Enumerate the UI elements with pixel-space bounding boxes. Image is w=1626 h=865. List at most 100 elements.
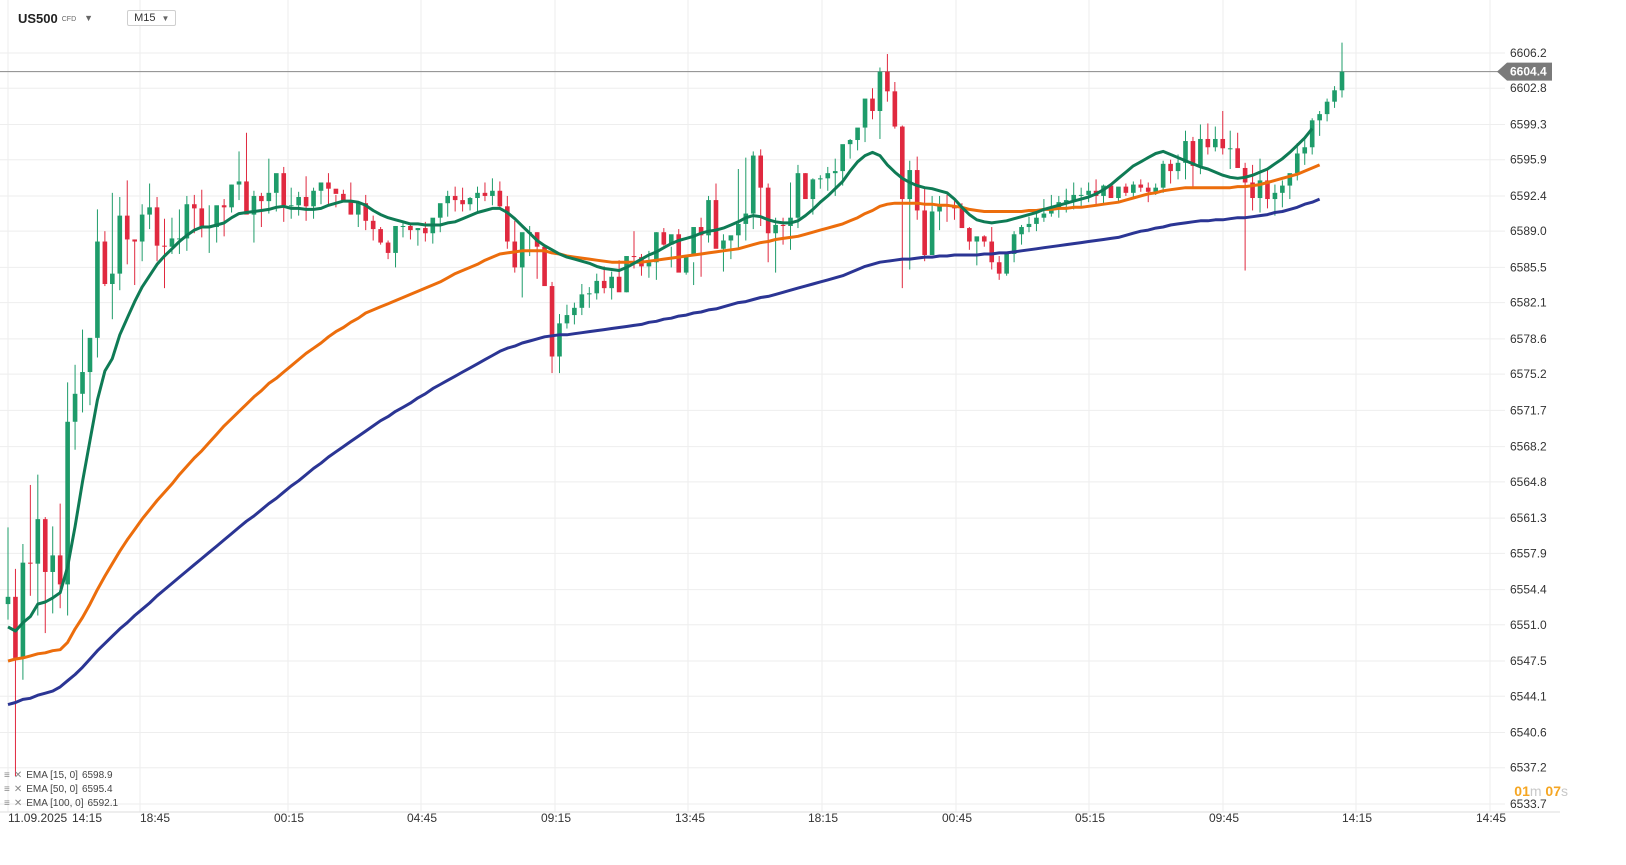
price-tick-label: 6564.8 bbox=[1510, 475, 1547, 489]
candle bbox=[318, 182, 324, 205]
legend-label: EMA [50, 0] bbox=[26, 783, 78, 795]
candle-body bbox=[1309, 120, 1315, 148]
candle bbox=[162, 218, 167, 289]
candle-body bbox=[579, 294, 585, 308]
candle-body bbox=[616, 276, 622, 293]
candle-body bbox=[855, 127, 860, 141]
candle-body bbox=[266, 192, 272, 202]
price-axis[interactable]: 6606.2 6602.8 6599.3 6595.9 6592.4 6589.0 6585… bbox=[1510, 46, 1547, 811]
candle-body bbox=[154, 207, 160, 246]
candle-body bbox=[437, 203, 443, 218]
candle-body bbox=[5, 596, 11, 605]
ema50-line bbox=[7, 163, 1321, 663]
price-tick-label: 6537.2 bbox=[1510, 761, 1547, 775]
candle bbox=[1138, 179, 1144, 192]
candle-body bbox=[1116, 186, 1121, 199]
candle-body bbox=[877, 71, 883, 112]
candle-body bbox=[832, 171, 838, 174]
close-icon[interactable]: ✕ bbox=[13, 783, 23, 795]
candle bbox=[557, 314, 562, 374]
timeframe-selector[interactable]: M15 ▼ bbox=[127, 10, 177, 26]
drag-handle-icon[interactable]: ≡ bbox=[4, 783, 10, 795]
symbol-name[interactable]: US500 bbox=[18, 10, 58, 26]
candle-body bbox=[1011, 234, 1017, 254]
candle bbox=[296, 191, 301, 216]
candle bbox=[1220, 111, 1226, 155]
candle bbox=[967, 227, 972, 250]
candle bbox=[1317, 111, 1322, 136]
candle bbox=[348, 182, 354, 215]
legend-row-ema50[interactable]: ≡ ✕ EMA [50, 0] 6595.4 bbox=[4, 782, 118, 796]
candle-body bbox=[996, 262, 1002, 274]
legend-value: 6592.1 bbox=[87, 797, 119, 809]
candle bbox=[1205, 123, 1211, 155]
candle-body bbox=[460, 200, 465, 205]
candle-body bbox=[1280, 185, 1285, 193]
close-icon[interactable]: ✕ bbox=[13, 769, 23, 781]
candle-body bbox=[1235, 148, 1240, 168]
candle bbox=[661, 228, 667, 246]
candle-body bbox=[601, 280, 607, 289]
time-tick-label: 05:15 bbox=[1075, 811, 1105, 825]
candle-body bbox=[683, 254, 689, 273]
symbol-dropdown-icon[interactable]: ▼ bbox=[84, 13, 94, 23]
candle bbox=[698, 217, 704, 277]
candle bbox=[505, 195, 510, 249]
candle-body bbox=[400, 225, 406, 227]
countdown-minutes-unit: m bbox=[1529, 783, 1542, 799]
candle bbox=[899, 125, 905, 289]
drag-handle-icon[interactable]: ≡ bbox=[4, 769, 10, 781]
candlestick-series bbox=[5, 42, 1345, 777]
candle-body bbox=[385, 242, 391, 253]
candle bbox=[706, 195, 711, 243]
candle-body bbox=[847, 140, 853, 145]
candle-body bbox=[1220, 138, 1226, 149]
candle bbox=[572, 302, 577, 325]
time-axis[interactable]: 11.09.2025 14:15 18:45 00:15 04:45 09:15 13:45… bbox=[8, 811, 1506, 825]
candle bbox=[818, 175, 823, 189]
candle-body bbox=[393, 225, 398, 253]
candle-body bbox=[899, 126, 905, 200]
candle bbox=[728, 235, 734, 260]
candle-body bbox=[959, 208, 965, 229]
price-tag-label: 6604.4 bbox=[1510, 65, 1547, 79]
candle bbox=[1250, 164, 1255, 211]
legend-row-ema15[interactable]: ≡ ✕ EMA [15, 0] 6598.9 bbox=[4, 768, 118, 782]
close-icon[interactable]: ✕ bbox=[13, 797, 23, 809]
time-tick-label: 11.09.2025 bbox=[8, 811, 67, 825]
candle-body bbox=[989, 241, 995, 263]
candle-body bbox=[818, 178, 823, 180]
candle-countdown: 01m 07s bbox=[1514, 783, 1568, 799]
candle-body bbox=[505, 206, 510, 242]
price-tick-label: 6602.8 bbox=[1510, 81, 1547, 95]
candle-body bbox=[713, 200, 719, 249]
candle bbox=[1071, 182, 1077, 210]
candle bbox=[1183, 130, 1188, 180]
ema100-line bbox=[7, 197, 1321, 707]
candle-body bbox=[1138, 184, 1144, 188]
candle bbox=[1123, 183, 1129, 196]
candle-body bbox=[765, 187, 771, 234]
candle-body bbox=[922, 210, 927, 255]
candle-body bbox=[370, 220, 376, 230]
candle bbox=[922, 188, 927, 262]
candle-body bbox=[1205, 138, 1211, 148]
candle bbox=[28, 484, 33, 596]
drag-handle-icon[interactable]: ≡ bbox=[4, 797, 10, 809]
candle bbox=[445, 190, 451, 217]
candle bbox=[281, 166, 287, 222]
candle bbox=[1332, 86, 1337, 108]
candle-body bbox=[318, 182, 324, 191]
candle bbox=[132, 239, 138, 286]
candle-body bbox=[192, 204, 197, 209]
legend-row-ema100[interactable]: ≡ ✕ EMA [100, 0] 6592.1 bbox=[4, 796, 118, 810]
candle-body bbox=[445, 195, 451, 204]
candle-body bbox=[490, 190, 495, 196]
candle bbox=[236, 151, 242, 201]
candle bbox=[803, 173, 808, 200]
candle-body bbox=[1041, 213, 1047, 218]
chart-grid bbox=[0, 0, 1560, 813]
price-tick-label: 6606.2 bbox=[1510, 46, 1547, 60]
candle-body bbox=[80, 372, 85, 394]
